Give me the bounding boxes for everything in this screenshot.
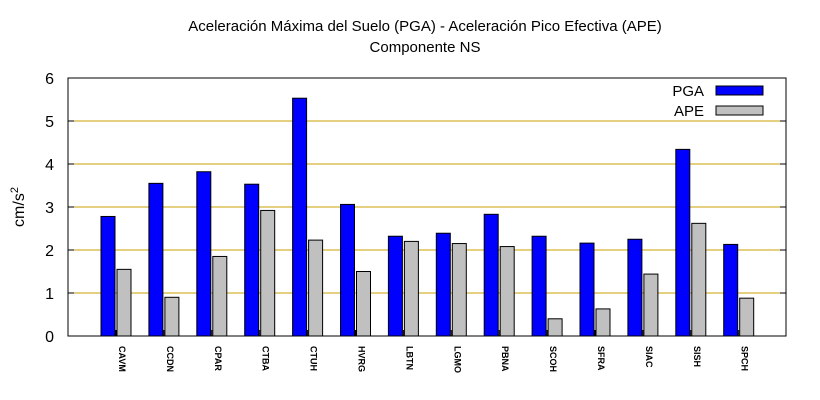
bar-ape-ctuh <box>308 239 324 337</box>
bar-ape-lgmo <box>451 243 467 337</box>
y-tick-label: 3 <box>45 200 54 217</box>
y-tick-label: 1 <box>45 286 54 303</box>
bar-ape-spch <box>739 297 755 337</box>
bar-pga-ctba <box>244 183 260 337</box>
bar-ape-ccdn <box>164 296 180 337</box>
bar-pga-pbna <box>483 213 499 337</box>
bar-ape-hvrg <box>356 271 371 337</box>
bar-ape-ctba <box>260 209 276 337</box>
x-tick-label: CTUH <box>309 346 319 371</box>
x-tick-label: LGMO <box>452 346 462 373</box>
chart-title: Aceleración Máxima del Suelo (PGA) - Ace… <box>188 18 662 35</box>
x-tick-label: SCOH <box>548 346 558 372</box>
y-tick-label: 6 <box>45 71 54 88</box>
bar-pga-cpar <box>196 171 212 337</box>
bar-pga-lgmo <box>435 232 451 337</box>
x-tick-label: CCDN <box>165 346 175 372</box>
x-axis-ticks: CAVM CCDN CPAR CTBA CTUH HVRG LBTN LGMO PBNA SCOH… <box>115 330 750 373</box>
bar-ape-cavm <box>116 268 132 337</box>
x-tick-label: SIAC <box>644 346 654 368</box>
x-tick-label: HVRG <box>357 346 367 372</box>
y-tick-label: 4 <box>45 157 54 174</box>
x-tick-label: CPAR <box>213 346 223 371</box>
legend-label-ape: APE <box>674 103 704 120</box>
bar-pga-sfra <box>579 242 595 337</box>
chart-subtitle: Componente NS <box>370 39 481 56</box>
bar-ape-sish <box>691 222 707 337</box>
legend-swatch-ape <box>715 105 764 116</box>
y-tick-label: 2 <box>45 243 54 260</box>
bar-ape-sfra <box>595 308 611 337</box>
x-tick-label: PBNA <box>500 346 510 372</box>
x-tick-label: CAVM <box>117 346 127 372</box>
x-tick-label: SISH <box>692 346 702 367</box>
bar-pga-hvrg <box>340 203 355 337</box>
x-tick-label: SFRA <box>596 346 606 371</box>
bar-ape-cpar <box>212 255 228 337</box>
y-axis-ticks: 0 1 2 3 4 5 6 <box>45 71 786 346</box>
bar-pga-cavm <box>100 215 116 337</box>
bar-pga-siac <box>627 238 643 337</box>
bars <box>100 97 755 337</box>
bar-pga-lbtn <box>387 235 403 337</box>
legend-swatch-pga <box>715 85 764 96</box>
gridlines <box>68 120 786 294</box>
x-tick-label: CTBA <box>261 346 271 371</box>
legend-label-pga: PGA <box>672 83 704 100</box>
y-tick-label: 5 <box>45 114 54 131</box>
y-axis-label-exponent: 2 <box>9 187 21 193</box>
x-tick-label: SPCH <box>740 346 750 371</box>
bar-pga-scoh <box>531 235 547 337</box>
x-tick-label: LBTN <box>404 346 414 370</box>
bar-pga-ccdn <box>148 182 164 337</box>
y-axis-label: cm/s2 <box>9 187 28 227</box>
bar-ape-siac <box>643 273 659 337</box>
bar-ape-scoh <box>547 318 563 337</box>
bar-ape-pbna <box>499 246 515 337</box>
bar-pga-ctuh <box>292 97 308 337</box>
legend: PGA APE <box>672 83 764 120</box>
bar-ape-lbtn <box>403 240 419 337</box>
y-axis-label-base: cm/s <box>11 193 28 227</box>
bar-pga-sish <box>675 148 691 337</box>
bar-pga-spch <box>723 243 739 337</box>
y-tick-label: 0 <box>45 329 54 346</box>
